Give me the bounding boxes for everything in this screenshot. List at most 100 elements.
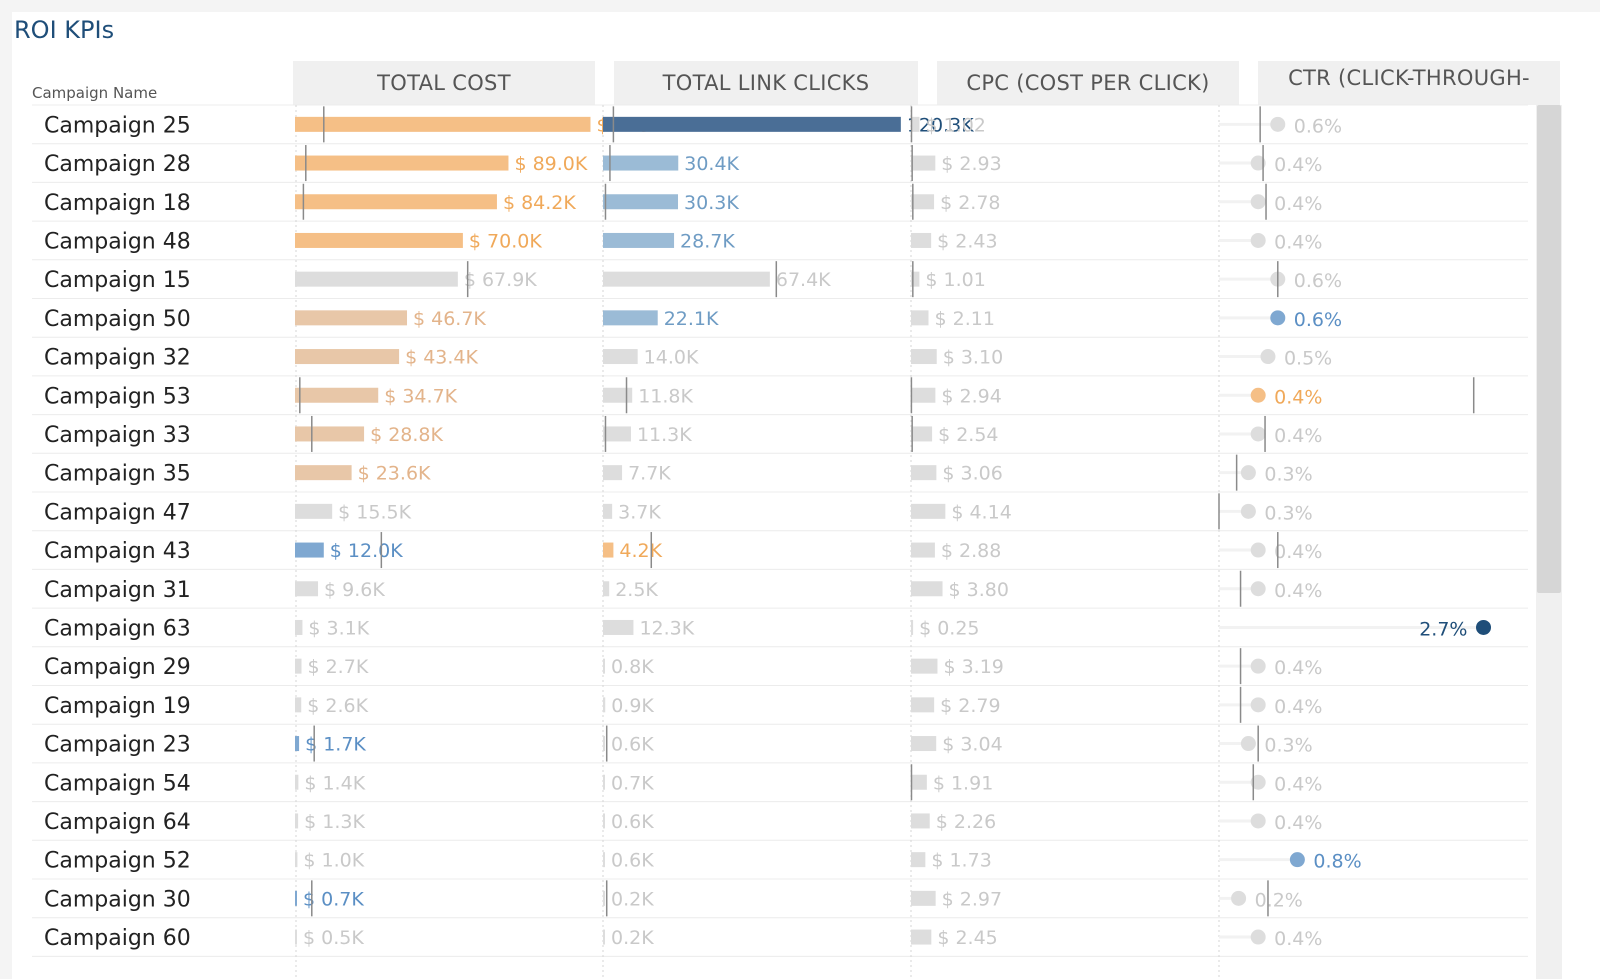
ctr-dot[interactable] (1250, 697, 1266, 713)
clicks-bar[interactable] (603, 736, 605, 752)
column-header-total-cost[interactable]: TOTAL COST (293, 61, 595, 105)
cost-bar[interactable] (295, 619, 303, 635)
clicks-bar[interactable] (603, 658, 605, 674)
cpc-bar[interactable] (911, 155, 936, 171)
cost-bar[interactable] (295, 271, 458, 287)
campaign-name[interactable]: Campaign 50 (44, 307, 191, 332)
cpc-bar[interactable] (911, 890, 936, 906)
clicks-bar[interactable] (603, 542, 614, 558)
cpc-bar[interactable] (911, 349, 937, 365)
ctr-dot[interactable] (1240, 465, 1256, 481)
ctr-dot[interactable] (1240, 503, 1256, 519)
scrollbar-thumb[interactable] (1537, 105, 1561, 593)
cpc-bar[interactable] (911, 852, 926, 868)
clicks-bar[interactable] (603, 813, 605, 829)
cost-bar[interactable] (295, 503, 333, 519)
clicks-bar[interactable] (603, 426, 631, 442)
cpc-bar[interactable] (911, 813, 930, 829)
ctr-dot[interactable] (1250, 813, 1266, 829)
cost-bar[interactable] (295, 232, 463, 248)
cpc-bar[interactable] (911, 387, 936, 403)
cpc-bar[interactable] (911, 697, 935, 713)
clicks-bar[interactable] (603, 581, 610, 597)
clicks-bar[interactable] (603, 890, 605, 906)
cost-bar[interactable] (295, 697, 302, 713)
cost-bar[interactable] (295, 310, 408, 326)
clicks-bar[interactable] (603, 774, 605, 790)
clicks-bar[interactable] (603, 387, 633, 403)
clicks-bar[interactable] (603, 465, 623, 481)
campaign-name[interactable]: Campaign 47 (44, 500, 191, 525)
campaign-name[interactable]: Campaign 54 (44, 771, 191, 796)
ctr-dot[interactable] (1250, 232, 1266, 248)
clicks-bar[interactable] (603, 116, 901, 132)
campaign-name[interactable]: Campaign 35 (44, 462, 191, 487)
campaign-name[interactable]: Campaign 53 (44, 384, 191, 409)
cost-bar[interactable] (295, 774, 299, 790)
clicks-bar[interactable] (603, 349, 638, 365)
cost-bar[interactable] (295, 736, 300, 752)
cost-bar[interactable] (295, 387, 379, 403)
clicks-bar[interactable] (603, 852, 605, 868)
campaign-name[interactable]: Campaign 18 (44, 191, 191, 216)
cost-bar[interactable] (295, 581, 319, 597)
cpc-bar[interactable] (911, 310, 929, 326)
cpc-bar[interactable] (911, 465, 937, 481)
ctr-dot[interactable] (1250, 155, 1266, 171)
cpc-bar[interactable] (911, 232, 932, 248)
cpc-bar[interactable] (911, 736, 937, 752)
ctr-dot[interactable] (1250, 774, 1266, 790)
cpc-bar[interactable] (911, 619, 914, 635)
cost-bar[interactable] (295, 155, 509, 171)
clicks-bar[interactable] (603, 619, 634, 635)
cost-bar[interactable] (295, 465, 352, 481)
cost-bar[interactable] (295, 890, 297, 906)
cpc-bar[interactable] (911, 658, 938, 674)
clicks-bar[interactable] (603, 503, 613, 519)
ctr-dot[interactable] (1270, 310, 1286, 326)
ctr-dot[interactable] (1476, 619, 1492, 635)
cost-bar[interactable] (295, 658, 302, 674)
cost-bar[interactable] (295, 116, 591, 132)
clicks-bar[interactable] (603, 310, 658, 326)
ctr-dot[interactable] (1250, 542, 1266, 558)
clicks-bar[interactable] (603, 232, 675, 248)
cost-bar[interactable] (295, 929, 297, 945)
clicks-bar[interactable] (603, 271, 770, 287)
campaign-name[interactable]: Campaign 48 (44, 229, 191, 254)
clicks-bar[interactable] (603, 697, 606, 713)
cost-bar[interactable] (295, 194, 497, 210)
cpc-bar[interactable] (911, 542, 935, 558)
ctr-dot[interactable] (1289, 852, 1305, 868)
row-header-label[interactable]: Campaign Name (32, 84, 158, 102)
ctr-dot[interactable] (1270, 116, 1286, 132)
ctr-dot[interactable] (1250, 387, 1266, 403)
column-header-total-link-clicks[interactable]: TOTAL LINK CLICKS (614, 61, 918, 105)
ctr-dot[interactable] (1231, 890, 1247, 906)
ctr-dot[interactable] (1240, 736, 1256, 752)
ctr-dot[interactable] (1250, 426, 1266, 442)
column-header-ctr[interactable]: CTR (CLICK-THROUGH- (1258, 61, 1560, 105)
clicks-bar[interactable] (603, 929, 605, 945)
ctr-dot[interactable] (1250, 929, 1266, 945)
cpc-bar[interactable] (911, 271, 920, 287)
campaign-name[interactable]: Campaign 30 (44, 887, 191, 912)
cost-bar[interactable] (295, 542, 324, 558)
campaign-name[interactable]: Campaign 25 (44, 113, 191, 138)
ctr-dot[interactable] (1260, 349, 1276, 365)
campaign-name[interactable]: Campaign 31 (44, 578, 191, 603)
clicks-bar[interactable] (603, 194, 679, 210)
cost-bar[interactable] (295, 852, 298, 868)
clicks-bar[interactable] (603, 155, 679, 171)
cpc-bar[interactable] (911, 929, 932, 945)
ctr-dot[interactable] (1250, 194, 1266, 210)
campaign-name[interactable]: Campaign 63 (44, 616, 191, 641)
campaign-name[interactable]: Campaign 15 (44, 268, 191, 293)
ctr-dot[interactable] (1250, 658, 1266, 674)
cpc-bar[interactable] (911, 194, 935, 210)
cost-bar[interactable] (295, 426, 365, 442)
campaign-name[interactable]: Campaign 23 (44, 733, 191, 758)
campaign-name[interactable]: Campaign 19 (44, 694, 191, 719)
cpc-bar[interactable] (911, 426, 933, 442)
campaign-name[interactable]: Campaign 32 (44, 346, 191, 371)
